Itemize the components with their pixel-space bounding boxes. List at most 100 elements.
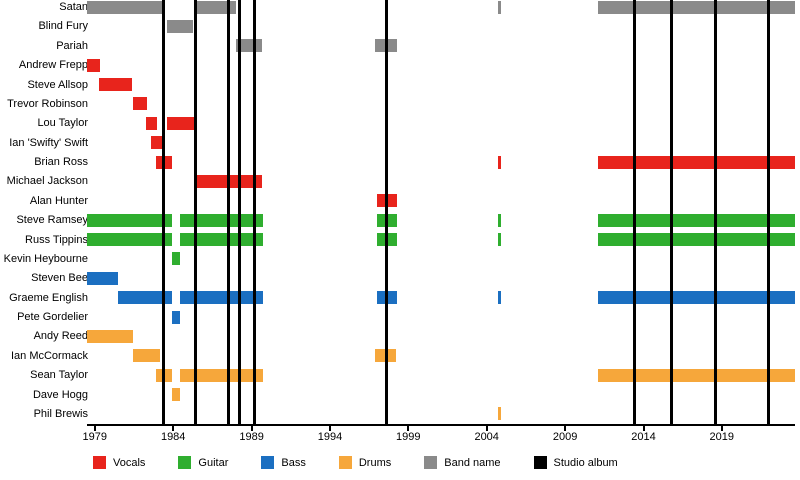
legend-item-vocals: Vocals xyxy=(93,456,145,469)
row-label: Sean Taylor xyxy=(30,369,88,382)
row-label: Dave Hogg xyxy=(32,388,88,401)
timeline-bar-guitar xyxy=(497,233,501,247)
x-axis-tick xyxy=(250,426,253,431)
timeline-bar-guitar xyxy=(598,213,795,227)
timeline-bar-drums xyxy=(598,368,795,382)
legend-swatch-album xyxy=(533,456,547,469)
timeline-bar-band xyxy=(195,0,236,14)
x-axis-tick-label: 2014 xyxy=(631,431,656,443)
timeline-bar-band xyxy=(598,0,795,14)
timeline-bar-vocals xyxy=(145,116,157,130)
x-axis-tick-label: 1984 xyxy=(160,431,186,443)
row-label: Ian 'Swifty' Swift xyxy=(9,136,88,149)
timeline-bar-drums xyxy=(172,388,181,402)
plot-area: Satan Blind Fury Pariah Andrew Frepp Steve A… xyxy=(4,0,795,424)
legend-swatch-guitar xyxy=(178,456,192,469)
timeline-bar-bass xyxy=(172,310,181,324)
row-label: Trevor Robinson xyxy=(7,97,88,110)
studio-album-line xyxy=(237,0,241,424)
timeline-bar-guitar xyxy=(87,233,172,247)
timeline-bar-band xyxy=(87,0,164,14)
x-axis-tick xyxy=(93,426,96,431)
row-label: Satan xyxy=(59,1,88,13)
row-label: Alan Hunter xyxy=(29,194,88,207)
timeline-bar-bass xyxy=(497,291,501,305)
timeline-bar-guitar xyxy=(180,213,263,227)
row-label: Steve Allsop xyxy=(27,78,88,91)
x-axis-tick-label: 1989 xyxy=(239,431,264,443)
timeline-bar-vocals xyxy=(98,78,133,92)
x-axis-tick xyxy=(329,426,331,431)
legend-item-bass: Bass xyxy=(261,456,306,469)
timeline-bar-drums xyxy=(132,349,160,363)
x-axis-tick-label: 1979 xyxy=(82,431,108,443)
timeline-bar-bass xyxy=(118,291,172,305)
x-axis-tick-label: 2019 xyxy=(709,431,735,443)
legend-label: Bass xyxy=(281,456,306,469)
timeline-bar-vocals xyxy=(497,155,501,169)
x-axis-tick xyxy=(172,426,175,431)
row-label: Andy Reed xyxy=(33,330,88,343)
studio-album-line xyxy=(193,0,197,424)
timeline-bar-vocals xyxy=(132,97,148,111)
row-label: Pariah xyxy=(56,39,88,52)
x-axis-tick-label: 2009 xyxy=(552,431,578,443)
studio-album-line xyxy=(226,0,230,424)
legend-label: Studio album xyxy=(553,456,618,469)
timeline-bar-drums xyxy=(87,329,133,343)
studio-album-line xyxy=(162,0,166,424)
x-axis-tick-label: 1999 xyxy=(396,431,421,443)
studio-album-line xyxy=(670,0,674,424)
x-axis-tick xyxy=(642,426,645,431)
timeline-bar-vocals xyxy=(87,58,100,72)
x-axis-line xyxy=(87,424,795,426)
studio-album-line xyxy=(632,0,636,424)
studio-album-line xyxy=(714,0,718,424)
legend-item-band-name: Band name xyxy=(424,456,501,469)
row-label: Michael Jackson xyxy=(6,175,88,188)
legend-swatch-drums xyxy=(338,456,352,469)
legend: Vocals Guitar Bass Drums Band name Studio alb… xyxy=(93,456,618,469)
timeline-bar-guitar xyxy=(180,233,263,247)
timeline-bar-bass xyxy=(598,291,795,305)
row-label: Graeme English xyxy=(9,291,88,304)
row-label: Brian Ross xyxy=(34,156,88,169)
row-label: Pete Gordelier xyxy=(17,311,88,324)
legend-swatch-vocals xyxy=(93,456,106,469)
legend-item-drums: Drums xyxy=(338,456,392,469)
studio-album-line xyxy=(767,0,771,424)
row-label: Steve Ramsey xyxy=(16,214,88,227)
timeline-bar-drums xyxy=(497,407,501,421)
timeline-bar-band xyxy=(497,0,501,14)
legend-swatch-bass xyxy=(261,456,275,469)
studio-album-line xyxy=(384,0,388,424)
timeline-bar-vocals xyxy=(150,136,163,150)
legend-label: Guitar xyxy=(198,456,229,469)
timeline-bar-bass xyxy=(180,291,263,305)
timeline-bar-guitar xyxy=(598,233,795,247)
timeline-bar-guitar xyxy=(87,213,172,227)
x-axis-tick xyxy=(485,426,488,431)
row-label: Russ Tippins xyxy=(25,233,88,246)
legend-item-guitar: Guitar xyxy=(178,456,228,469)
timeline-bar-drums xyxy=(180,368,263,382)
row-label: Ian McCormack xyxy=(10,349,88,362)
timeline-bar-guitar xyxy=(497,213,501,227)
timeline-bar-band xyxy=(166,19,194,33)
timeline-bar-vocals xyxy=(598,155,795,169)
x-axis-tick-label: 2004 xyxy=(474,431,499,443)
x-axis-tick xyxy=(407,426,410,431)
row-label: Lou Taylor xyxy=(37,117,88,130)
row-label: Phil Brewis xyxy=(33,407,88,420)
legend-swatch-band xyxy=(424,456,438,469)
legend-label: Band name xyxy=(444,456,501,469)
legend-label: Vocals xyxy=(113,456,146,469)
row-label: Andrew Frepp xyxy=(18,59,88,72)
legend-item-studio-album: Studio album xyxy=(533,456,618,469)
x-axis-tick xyxy=(720,426,723,431)
studio-album-line xyxy=(253,0,257,424)
row-label: Steven Bee xyxy=(31,272,88,285)
legend-label: Drums xyxy=(358,456,392,469)
